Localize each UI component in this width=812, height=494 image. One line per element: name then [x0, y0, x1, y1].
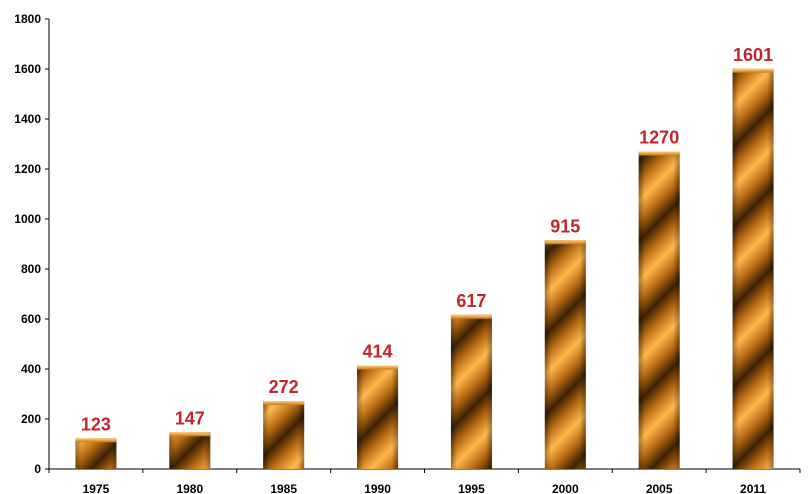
bar-shade [638, 151, 680, 469]
data-label: 123 [81, 414, 111, 434]
bar-cap [732, 68, 774, 73]
bars [75, 68, 774, 469]
data-label: 1270 [639, 128, 679, 148]
bar-cap [75, 438, 117, 443]
bar [544, 240, 586, 469]
data-label: 414 [363, 342, 393, 362]
data-label: 617 [456, 291, 486, 311]
data-label: 147 [175, 408, 205, 428]
bar-shade [732, 68, 774, 469]
x-tick-label: 2005 [646, 482, 673, 494]
bar-cap [357, 365, 399, 370]
y-axis: 0 200 400 600 800 1000 1200 1400 1600 1800 [14, 12, 50, 476]
x-tick-label: 2000 [552, 482, 579, 494]
bar-shade [544, 240, 586, 469]
y-tick-label: 1600 [14, 62, 41, 76]
y-tick-label: 200 [21, 412, 41, 426]
bar-shade [450, 314, 492, 469]
y-tick-label: 1400 [14, 112, 41, 126]
y-tick-label: 1000 [14, 212, 41, 226]
bar-shade [357, 365, 399, 469]
data-label: 1601 [733, 45, 773, 65]
x-tick-label: 1980 [176, 482, 203, 494]
bar-shade [169, 432, 211, 469]
x-tick-label: 2011 [740, 482, 766, 494]
x-tick-label: 1995 [458, 482, 485, 494]
x-tick-label: 1985 [270, 482, 297, 494]
y-tick-label: 400 [21, 362, 41, 376]
y-tick-label: 0 [34, 462, 41, 476]
bar [169, 432, 211, 469]
bar [450, 314, 492, 469]
data-label: 915 [550, 216, 580, 236]
y-tick-label: 1200 [14, 162, 41, 176]
bar-cap [544, 240, 586, 245]
bar-cap [638, 151, 680, 156]
bar [638, 151, 680, 469]
bar [75, 438, 117, 469]
data-labels: 123 147 272 414 617 915 1270 1601 [81, 45, 773, 435]
y-tick-label: 600 [21, 312, 41, 326]
bar-cap [169, 432, 211, 437]
bar [357, 365, 399, 469]
x-axis: 1975 1980 1985 1990 1995 2000 2005 2011 [48, 468, 801, 494]
bar [732, 68, 774, 469]
bar-shade [263, 401, 305, 469]
bar-cap [263, 401, 305, 405]
data-label: 272 [269, 377, 299, 397]
x-tick-label: 1990 [364, 482, 391, 494]
bar [263, 401, 305, 469]
y-tick-label: 800 [21, 262, 41, 276]
y-tick-label: 1800 [14, 12, 41, 26]
bar-cap [450, 314, 492, 319]
x-tick-label: 1975 [83, 482, 110, 494]
bar-shade [75, 438, 117, 469]
